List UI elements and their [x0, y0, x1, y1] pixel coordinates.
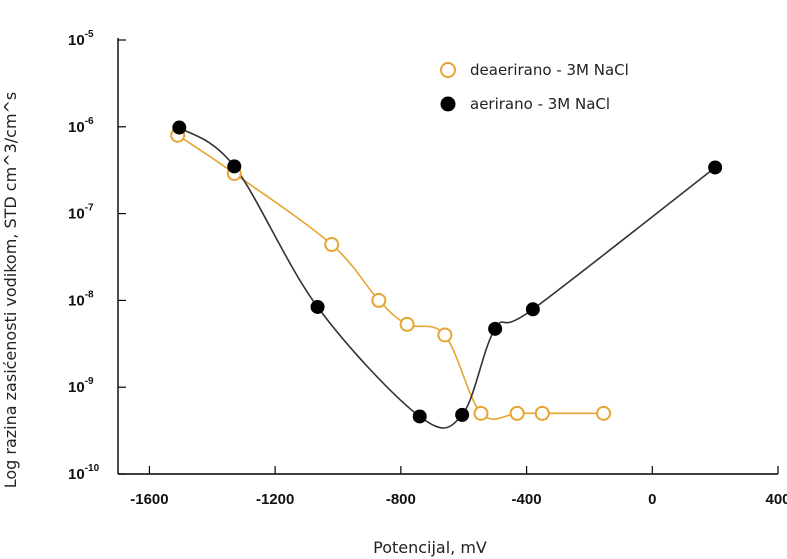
- series-line: [177, 134, 604, 420]
- data-point: [473, 405, 489, 421]
- x-tick-label: -1600: [130, 491, 168, 508]
- data-point: [172, 120, 187, 135]
- series-curves: [177, 126, 716, 429]
- y-tick-label: 10-9: [68, 376, 94, 396]
- x-tick-label: 400: [765, 491, 787, 508]
- legend: deaerirano - 3M NaCl aerirano - 3M NaCl: [440, 61, 629, 113]
- series-markers: [170, 120, 723, 424]
- data-point: [488, 321, 503, 336]
- legend-marker: [440, 62, 456, 78]
- data-point: [310, 299, 325, 314]
- data-point: [708, 160, 723, 175]
- x-axis-title: Potencijal, mV: [373, 538, 487, 557]
- y-tick-label: 10-10: [68, 463, 100, 483]
- series-line: [178, 126, 716, 429]
- legend-label: deaerirano - 3M NaCl: [470, 61, 629, 79]
- data-point: [437, 327, 453, 343]
- data-point: [227, 159, 242, 174]
- y-axis-title: Log razina zasićenosti vodikom, STD cm^3…: [1, 92, 20, 489]
- legend-marker: [440, 96, 456, 112]
- y-tick-label: 10-6: [68, 116, 94, 136]
- data-point: [399, 316, 415, 332]
- x-tick-label: -400: [512, 491, 542, 508]
- data-point: [324, 237, 340, 253]
- axes: -1600 -1200 -800 -400 0 400 10-10 10-9 10-8 10-7 1…: [68, 29, 787, 508]
- data-point: [455, 407, 470, 422]
- data-point: [371, 292, 387, 308]
- data-point: [412, 409, 427, 424]
- x-tick-label: -800: [386, 491, 416, 508]
- legend-label: aerirano - 3M NaCl: [470, 95, 610, 113]
- y-tick-label: 10-8: [68, 289, 94, 309]
- data-point: [509, 405, 525, 421]
- data-point: [596, 405, 612, 421]
- y-tick-label: 10-5: [68, 29, 94, 49]
- y-tick-label: 10-7: [68, 203, 94, 223]
- x-tick-label: 0: [648, 491, 656, 508]
- x-tick-label: -1200: [256, 491, 294, 508]
- data-point: [534, 405, 550, 421]
- data-point: [525, 302, 540, 317]
